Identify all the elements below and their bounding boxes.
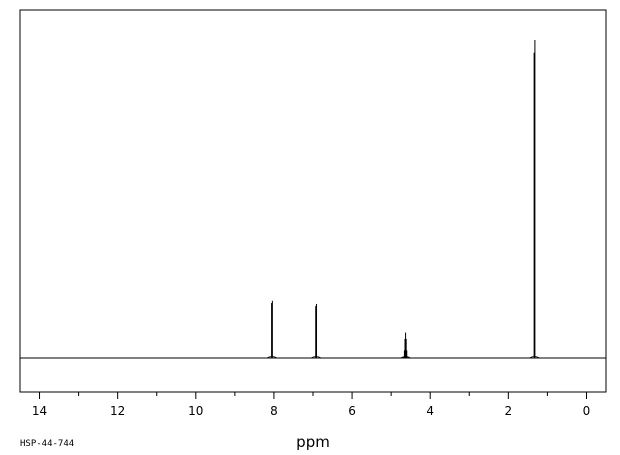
tick-label: 8: [270, 404, 278, 418]
tick-label: 4: [426, 404, 434, 418]
tick-label: 10: [188, 404, 203, 418]
plot-frame: [19, 9, 607, 393]
tick-label: 12: [110, 404, 125, 418]
tick-label: 14: [32, 404, 47, 418]
x-axis-label: ppm: [296, 433, 330, 451]
spectrum-code-label: HSP-44-744: [20, 439, 74, 449]
peak-group: [266, 40, 540, 359]
peak-foot: [529, 356, 540, 359]
peak-foot: [266, 356, 278, 359]
peak-foot: [400, 356, 411, 359]
peak: [266, 300, 278, 359]
tick-label: 0: [583, 404, 591, 418]
peak: [400, 332, 411, 359]
x-axis-ticks: [39, 392, 587, 399]
x-axis-tick-labels: 14 12 10 8 6 4 2 0: [32, 404, 590, 418]
peak-foot: [310, 356, 322, 359]
peak: [310, 303, 322, 359]
tick-label: 6: [348, 404, 356, 418]
tick-label: 2: [505, 404, 513, 418]
peak: [529, 40, 540, 359]
